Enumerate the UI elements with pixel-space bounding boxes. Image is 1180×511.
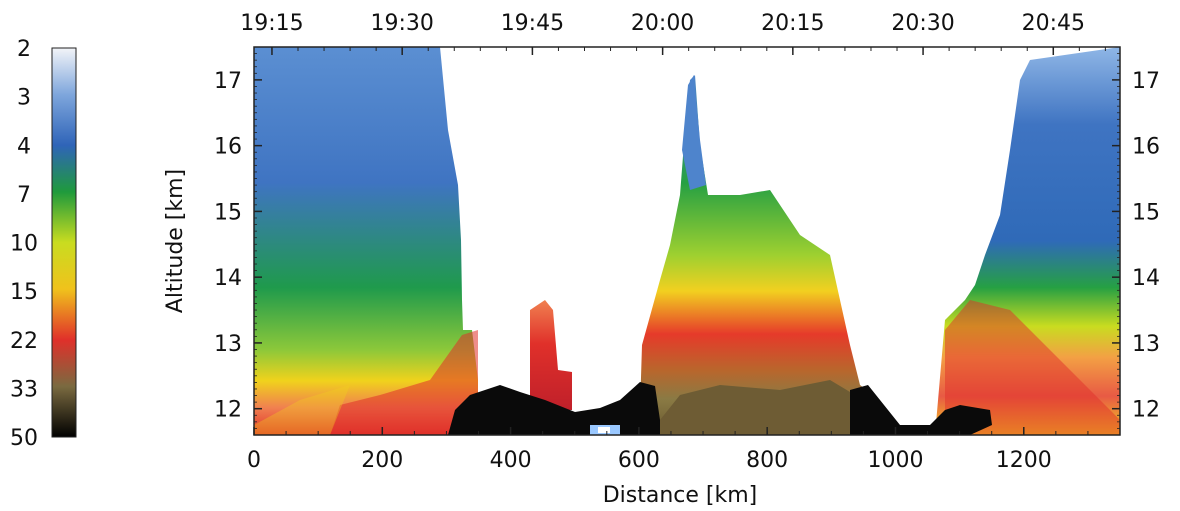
heatmap-field (254, 47, 1120, 435)
x-tick-label: 800 (746, 448, 788, 473)
y-tick-label-right: 15 (1132, 200, 1160, 225)
y-tick-label-right: 14 (1132, 266, 1160, 291)
colorbar (51, 47, 77, 438)
y-axis-title: Altitude [km] (163, 169, 188, 313)
x-axis-title: Distance [km] (603, 483, 758, 508)
y-tick-label-right: 16 (1132, 135, 1160, 160)
colorbar-labels: 2 3 4 7 10 15 22 33 50 (10, 37, 38, 451)
y-axis: 12 12 13 13 14 14 15 15 16 16 17 17 (214, 53, 1160, 436)
time-axis: 19:15 19:30 19:45 20:00 20:15 20:30 20:45 (240, 11, 1106, 55)
y-tick-label: 15 (214, 200, 242, 225)
time-tick-label: 19:45 (501, 11, 564, 36)
dark-region-center (448, 382, 700, 435)
colorbar-label: 33 (10, 377, 38, 402)
x-tick-label: 400 (490, 448, 532, 473)
y-tick-label: 12 (214, 398, 242, 423)
colorbar-label: 3 (17, 86, 31, 111)
y-tick-label-right: 12 (1132, 398, 1160, 423)
x-tick-label: 1200 (996, 448, 1052, 473)
y-tick-label: 14 (214, 266, 242, 291)
y-tick-label-right: 17 (1132, 69, 1160, 94)
plot-frame (253, 46, 1121, 436)
colorbar-label: 50 (10, 426, 38, 451)
time-tick-label: 20:15 (761, 11, 824, 36)
x-axis: 0 200 400 600 800 1000 1200 (247, 427, 1121, 473)
y-tick-label: 13 (214, 332, 242, 357)
cloud-spike (530, 300, 572, 410)
colorbar-label: 15 (10, 280, 38, 305)
x-tick-label: 1000 (867, 448, 923, 473)
time-tick-label: 20:30 (891, 11, 954, 36)
time-tick-label: 19:30 (370, 11, 433, 36)
y-tick-label: 17 (214, 69, 242, 94)
x-tick-label: 200 (361, 448, 403, 473)
time-tick-label: 20:45 (1022, 11, 1085, 36)
colorbar-label: 22 (10, 329, 38, 354)
cloud-region-left (254, 47, 478, 435)
y-tick-label: 16 (214, 135, 242, 160)
x-tick-label: 0 (247, 448, 261, 473)
y-tick-label-right: 13 (1132, 332, 1160, 357)
colorbar-label: 2 (17, 37, 31, 62)
x-tick-label: 600 (618, 448, 660, 473)
colorbar-label: 7 (17, 183, 31, 208)
time-tick-label: 20:00 (631, 11, 694, 36)
colorbar-label: 10 (10, 232, 38, 257)
colorbar-label: 4 (17, 134, 31, 159)
time-tick-label: 19:15 (240, 11, 303, 36)
